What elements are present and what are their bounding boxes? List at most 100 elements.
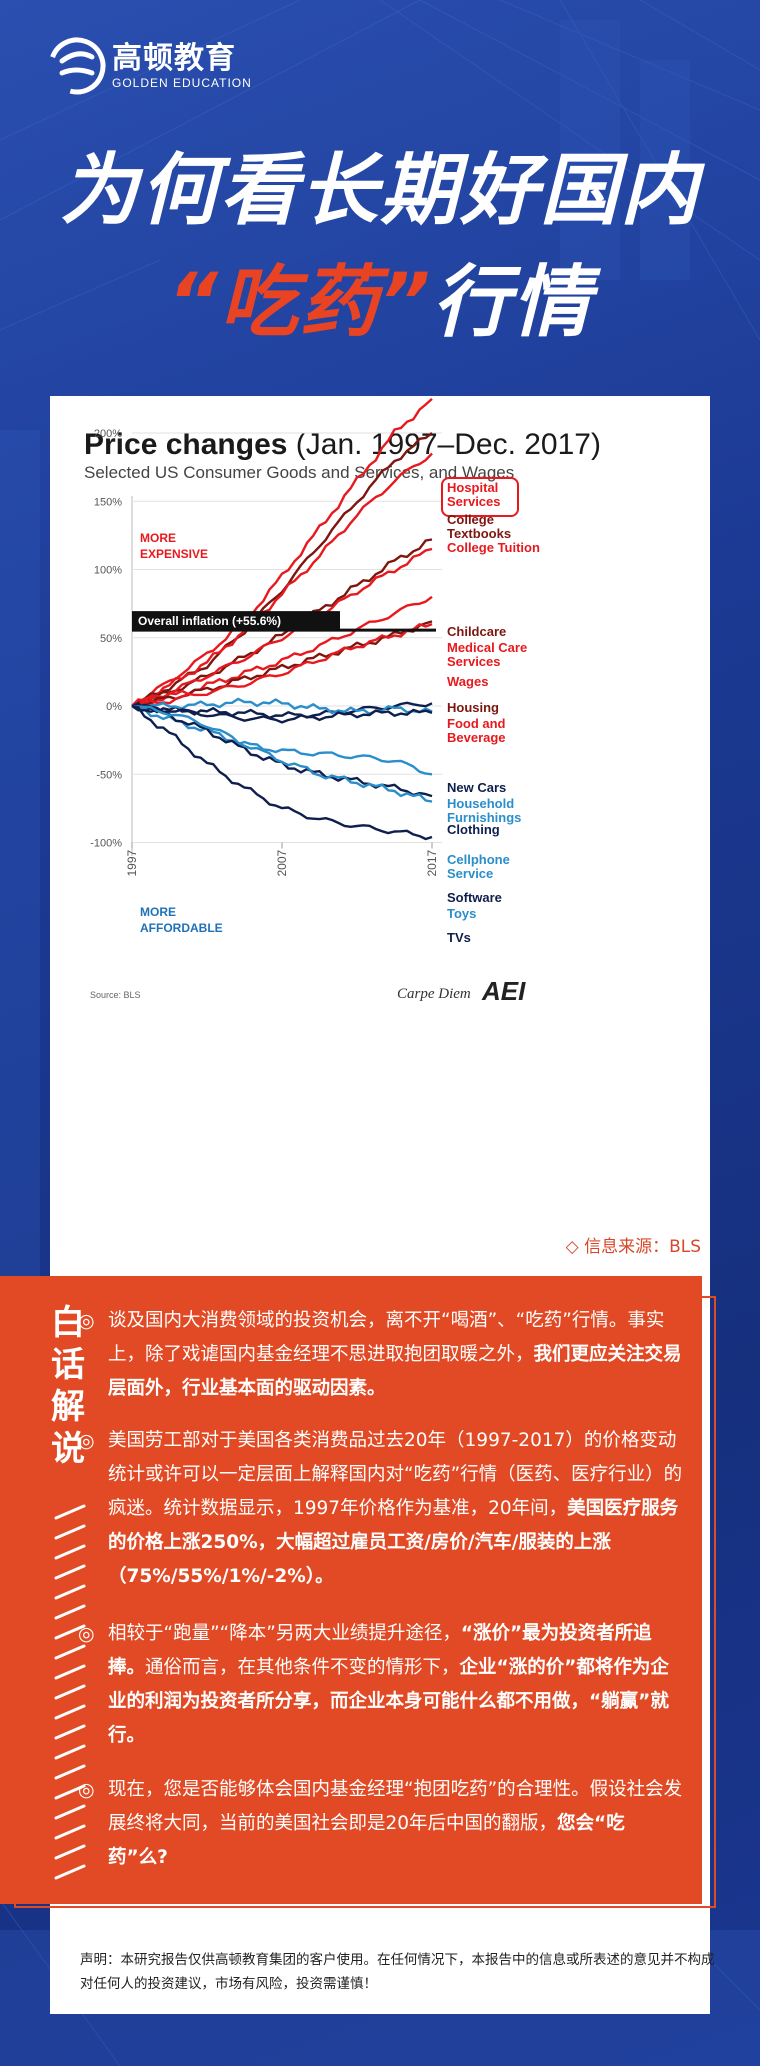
price-changes-chart: Price changes (Jan. 1997–Dec. 2017)Selec… [84,398,601,1006]
bullet-icon: ◎ [78,1779,95,1801]
series-label: New Cars [447,780,506,795]
series-label: Hospital [447,480,498,495]
inflation-label-box [132,611,340,631]
series-label: Software [447,890,502,905]
explain-paragraph-2: ◎ 美国劳工部对于美国各类消费品过去20年（1997-2017）的价格变动统计或许… [78,1424,683,1594]
stripe [54,1804,86,1820]
series-line [131,705,433,798]
x-tick-label: 2007 [275,849,289,876]
stripe [54,1764,86,1780]
series-line [131,701,433,719]
series-label: Service [447,866,493,881]
bullet-icon: ◎ [78,1310,95,1332]
series-line [131,703,433,724]
stripe [54,1684,86,1700]
brand-logo: 高顿教育 GOLDEN EDUCATION [48,36,252,96]
paragraph-emphasis: 企业“涨的价”都将作为企业的利润为投资者所分享，而企业本身可能什么都不用做，“躺… [108,1657,669,1746]
explain-label: 白话解说 [46,1302,90,1470]
stripes-decoration [54,1504,86,1880]
info-source: ◇ 信息来源：BLS [565,1237,701,1257]
series-label: Services [447,494,501,509]
series-label: College Tuition [447,540,540,555]
explain-paragraph-1: ◎ 谈及国内大消费领域的投资机会，离不开“喝酒”、“吃药”行情。事实上，除了戏谑国… [78,1304,683,1406]
annotation-more-expensive: MORE [140,531,176,545]
series-label: Medical Care [447,640,527,655]
paragraph-text: 美国劳工部对于美国各类消费品过去20年（1997-2017）的价格变动统计或许可… [108,1430,683,1519]
stripe [54,1604,86,1620]
series-line [131,622,433,708]
paragraph-text: 通俗而言，在其他条件不变的情形下， [145,1657,460,1678]
explain-paragraph-4: ◎ 现在，您是否能够体会国内基金经理“抱团吃药”的合理性。假设社会发展终将大同，当… [78,1773,683,1875]
series-line [131,595,433,708]
series-label: Clothing [447,822,500,837]
y-tick-label: 0% [106,701,122,713]
stripe [54,1744,86,1760]
series-label: Household [447,796,514,811]
stripe [54,1704,86,1720]
aei-logo-icon: AEI [481,976,526,1006]
chart-subtitle: Selected US Consumer Goods and Services,… [84,463,514,482]
explain-label-char: 白 [51,1303,85,1343]
series-label: TVs [447,930,471,945]
explain-label-char: 话 [51,1345,85,1385]
headline-quote-close: ” [380,258,433,348]
stripe [54,1504,86,1520]
annotation-more-expensive: EXPENSIVE [140,547,208,561]
series-label: Furnishings [447,810,521,825]
stripe [54,1724,86,1740]
chart-source: Source: BLS [90,990,141,1000]
brand-name-cn: 高顿教育 [112,41,236,76]
explain-paragraph-3: ◎ 相较于“跑量”“降本”另两大业绩提升途径，“涨价”最为投资者所追捧。通俗而言，… [78,1617,683,1753]
stripe [54,1824,86,1840]
headline-highlight: 吃药 [219,258,380,348]
stripe [54,1664,86,1680]
inflation-label: Overall inflation (+55.6%) [138,614,281,628]
golden-education-logo-icon [48,37,106,95]
series-line [131,452,433,707]
brand-name-en: GOLDEN EDUCATION [112,76,252,90]
explain-box [0,1276,702,1904]
series-label: Toys [447,906,476,921]
series-label: Wages [447,674,488,689]
series-label: Services [447,654,501,669]
stripe [54,1644,86,1660]
stripe [54,1544,86,1560]
series-label: Beverage [447,730,506,745]
series-label: Textbooks [447,526,511,541]
paragraph-emphasis: 美国医疗服务的价格上涨250%，大幅超过雇员工资/房价/汽车/服装的上涨（75%… [108,1498,679,1587]
series-line [131,704,433,841]
series-label: Housing [447,700,499,715]
y-tick-label: -100% [90,838,122,850]
y-tick-label: -50% [96,769,122,781]
series-label: College [447,512,494,527]
headline-rest: 行情 [432,258,593,348]
series-label-box [441,477,519,517]
paragraph-emphasis: 您会“吃药”么? [108,1813,625,1868]
y-tick-label: 150% [94,496,122,508]
y-tick-label: 50% [100,633,122,645]
explain-label-char: 说 [51,1429,85,1469]
disclaimer: 声明：本研究报告仅供高顿教育集团的客户使用。在任何情况下，本报告中的信息或所表述… [80,1952,715,1992]
stripe [54,1844,86,1860]
stripe [54,1624,86,1640]
explain-label-char: 解 [51,1387,85,1427]
paragraph-text: 相较于“跑量”“降本”另两大业绩提升途径， [108,1623,461,1644]
y-tick-label: 100% [94,565,122,577]
y-tick-label: 200% [94,428,122,440]
stripe [54,1864,86,1880]
x-tick-label: 2017 [425,849,439,876]
headline-quote-open: “ [167,258,220,348]
annotation-more-affordable: MORE [140,905,176,919]
headline-line-2: “吃药”行情 [0,240,760,352]
bullet-icon: ◎ [78,1623,95,1645]
annotation-more-affordable: AFFORDABLE [140,921,223,935]
headline-line-1: 为何看长期好国内 [59,146,700,236]
bullet-icon: ◎ [78,1430,95,1452]
series-line [131,704,433,803]
paragraph-emphasis: “涨价”最为投资者所追捧。 [108,1623,652,1678]
stripe [54,1584,86,1600]
series-label: Childcare [447,624,506,639]
series-line [131,398,433,708]
series-line [131,547,433,708]
chart-credit: Carpe Diem [397,986,471,1002]
